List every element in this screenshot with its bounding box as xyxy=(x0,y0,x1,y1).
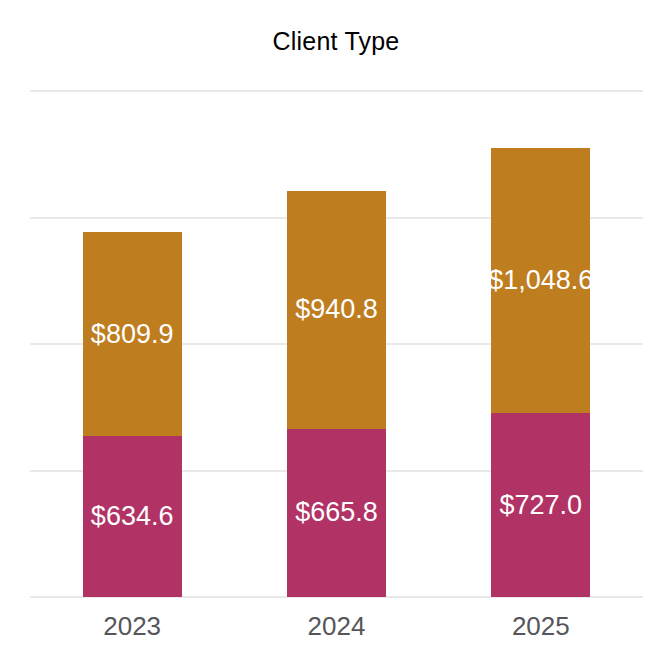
x-axis-label: 2024 xyxy=(308,608,366,644)
bar-2025: $727.0 $1,048.6 xyxy=(491,91,590,597)
x-axis-label: 2023 xyxy=(103,608,161,644)
stacked-bar-chart: Client Type $634.6 $809.9 $665.8 $940.8 $727… xyxy=(0,0,672,672)
plot-area: $634.6 $809.9 $665.8 $940.8 $727.0 $1,048.6 xyxy=(30,91,643,597)
data-label: $634.6 xyxy=(91,503,174,530)
bar-2023: $634.6 $809.9 xyxy=(83,91,182,597)
data-label: $665.8 xyxy=(295,499,378,526)
data-label: $727.0 xyxy=(500,492,583,519)
data-label: $1,048.6 xyxy=(488,267,593,294)
bar-2023-top-segment: $809.9 xyxy=(83,232,182,437)
bar-2025-top-segment: $1,048.6 xyxy=(491,148,590,413)
bar-2025-bottom-segment: $727.0 xyxy=(491,413,590,597)
bar-2024-bottom-segment: $665.8 xyxy=(287,429,386,597)
bar-2024: $665.8 $940.8 xyxy=(287,91,386,597)
bar-2023-bottom-segment: $634.6 xyxy=(83,436,182,597)
x-axis: 2023 2024 2025 xyxy=(30,608,643,644)
data-label: $940.8 xyxy=(295,296,378,323)
bar-2024-top-segment: $940.8 xyxy=(287,191,386,429)
chart-title: Client Type xyxy=(0,27,672,56)
x-axis-label: 2025 xyxy=(512,608,570,644)
data-label: $809.9 xyxy=(91,321,174,348)
